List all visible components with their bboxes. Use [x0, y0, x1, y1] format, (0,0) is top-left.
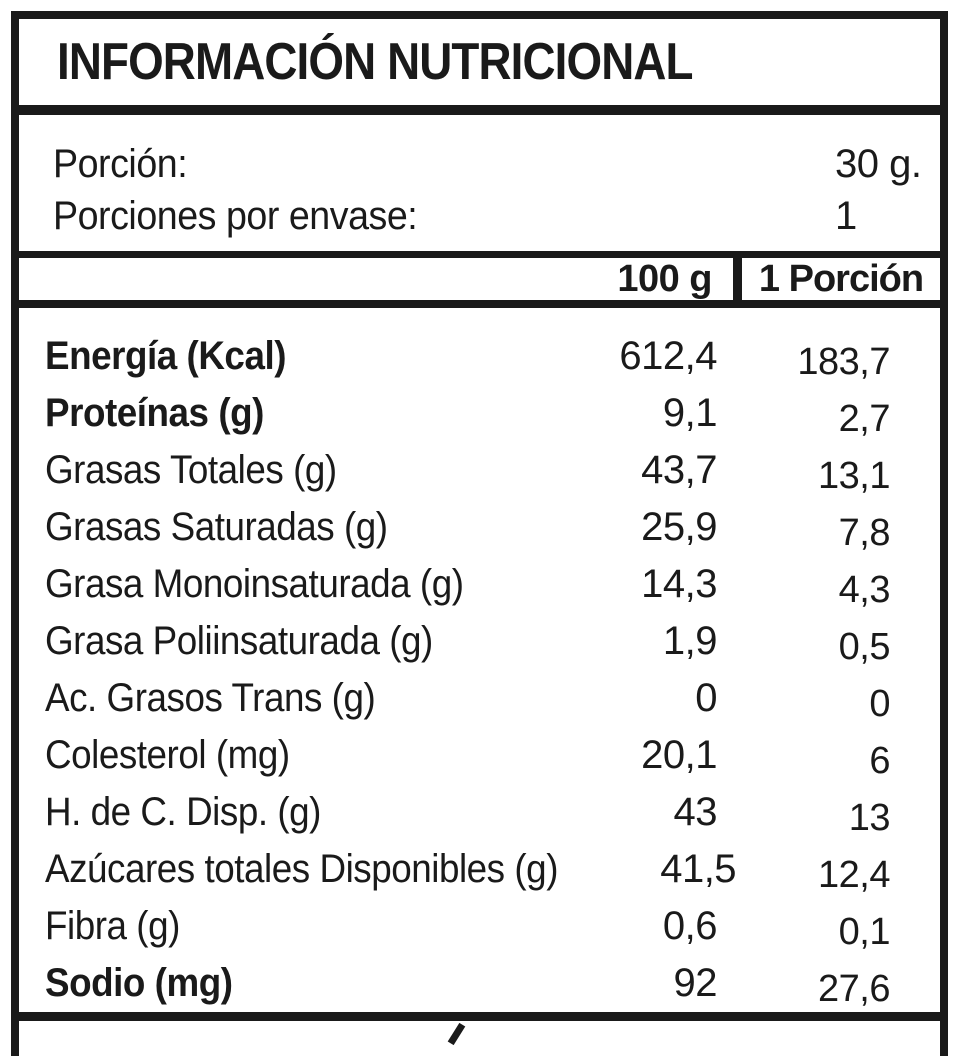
nutrient-name: Grasa Poliinsaturada (g): [45, 619, 433, 663]
nutrient-row: Azúcares totales Disponibles (g) 41,5 12…: [19, 841, 940, 898]
nutrient-value-per-serving: 183,7: [797, 341, 890, 383]
nutrient-value-per-serving: 27,6: [818, 968, 890, 1010]
nutrient-name: Grasa Monoinsaturada (g): [45, 562, 464, 606]
nutrient-row: Sodio (mg) 92 27,6: [19, 955, 940, 1012]
nutrient-name: H. de C. Disp. (g): [45, 790, 321, 834]
nutrient-row: Proteínas (g) 9,1 2,7: [19, 385, 940, 442]
nutrient-value-per-serving: 2,7: [838, 398, 891, 440]
nutrient-value-per-serving: 12,4: [818, 854, 890, 896]
nutrient-row: Fibra (g) 0,6 0,1: [19, 898, 940, 955]
nutrient-value-per-100g: 9,1: [662, 391, 718, 435]
column-header-row: 100 g 1 Porción: [19, 258, 940, 308]
nutrient-value-per-100g: 0: [695, 676, 717, 720]
nutrient-name: Fibra (g): [45, 904, 180, 948]
column-divider-line: [733, 258, 742, 300]
nutrient-value-per-100g: 14,3: [641, 562, 717, 606]
next-section-truncated: [19, 1012, 940, 1056]
serving-row: Porciones por envase: 1: [19, 190, 940, 242]
serving-section: Porción: 30 g. Porciones por envase: 1: [19, 115, 940, 258]
nutrient-row: Energía (Kcal) 612,4 183,7: [19, 328, 940, 385]
nutrient-value-per-serving: 7,8: [838, 512, 891, 554]
nutrient-value-per-100g: 92: [673, 961, 718, 1005]
nutrient-name: Azúcares totales Disponibles (g): [45, 847, 558, 891]
nutrient-name: Grasas Saturadas (g): [45, 505, 388, 549]
nutrient-row: H. de C. Disp. (g) 43 13: [19, 784, 940, 841]
nutrient-name: Grasas Totales (g): [45, 448, 337, 492]
nutrient-table: Energía (Kcal) 612,4 183,7 Proteínas (g)…: [19, 308, 940, 1012]
panel-title: INFORMACIÓN NUTRICIONAL: [57, 33, 693, 91]
nutrient-value-per-serving: 13,1: [818, 455, 890, 497]
panel-title-section: INFORMACIÓN NUTRICIONAL: [19, 19, 940, 115]
nutrient-value-per-100g: 43,7: [641, 448, 717, 492]
column-header-per-serving: 1 Porción: [758, 257, 924, 300]
nutrient-value-per-100g: 41,5: [660, 847, 737, 891]
nutrient-row: Grasa Poliinsaturada (g) 1,9 0,5: [19, 613, 940, 670]
nutrient-value-per-100g: 25,9: [641, 505, 717, 549]
nutrient-value-per-serving: 4,3: [838, 569, 891, 611]
nutrition-panel: INFORMACIÓN NUTRICIONAL Porción: 30 g. P…: [11, 11, 948, 1056]
nutrient-name: Sodio (mg): [45, 961, 233, 1005]
nutrient-name: Energía (Kcal): [45, 334, 287, 378]
serving-label: Porciones por envase:: [53, 193, 418, 238]
serving-value: 30 g.: [835, 141, 922, 186]
truncated-letter-accent-icon: [447, 1022, 466, 1046]
nutrient-value-per-100g: 20,1: [641, 733, 717, 777]
serving-value: 1: [835, 193, 857, 238]
nutrient-value-per-100g: 1,9: [662, 619, 718, 663]
nutrient-name: Ac. Grasos Trans (g): [45, 676, 376, 720]
nutrient-row: Grasas Saturadas (g) 25,9 7,8: [19, 499, 940, 556]
nutrient-name: Proteínas (g): [45, 391, 264, 435]
nutrient-name: Colesterol (mg): [45, 733, 290, 777]
nutrient-row: Grasa Monoinsaturada (g) 14,3 4,3: [19, 556, 940, 613]
nutrient-value-per-serving: 13: [848, 797, 891, 839]
nutrient-value-per-100g: 612,4: [619, 334, 717, 378]
nutrient-value-per-serving: 0,5: [838, 626, 891, 668]
nutrient-value-per-serving: 0,1: [838, 911, 891, 953]
column-header-per-100g: 100 g: [617, 257, 712, 300]
serving-label: Porción:: [53, 141, 188, 186]
nutrient-value-per-serving: 6: [869, 740, 890, 782]
nutrient-row: Ac. Grasos Trans (g) 0 0: [19, 670, 940, 727]
nutrient-row: Colesterol (mg) 20,1 6: [19, 727, 940, 784]
serving-row: Porción: 30 g.: [19, 138, 940, 190]
nutrient-value-per-serving: 0: [869, 683, 890, 725]
nutrient-value-per-100g: 43: [673, 790, 718, 834]
nutrient-value-per-100g: 0,6: [662, 904, 718, 948]
nutrient-row: Grasas Totales (g) 43,7 13,1: [19, 442, 940, 499]
